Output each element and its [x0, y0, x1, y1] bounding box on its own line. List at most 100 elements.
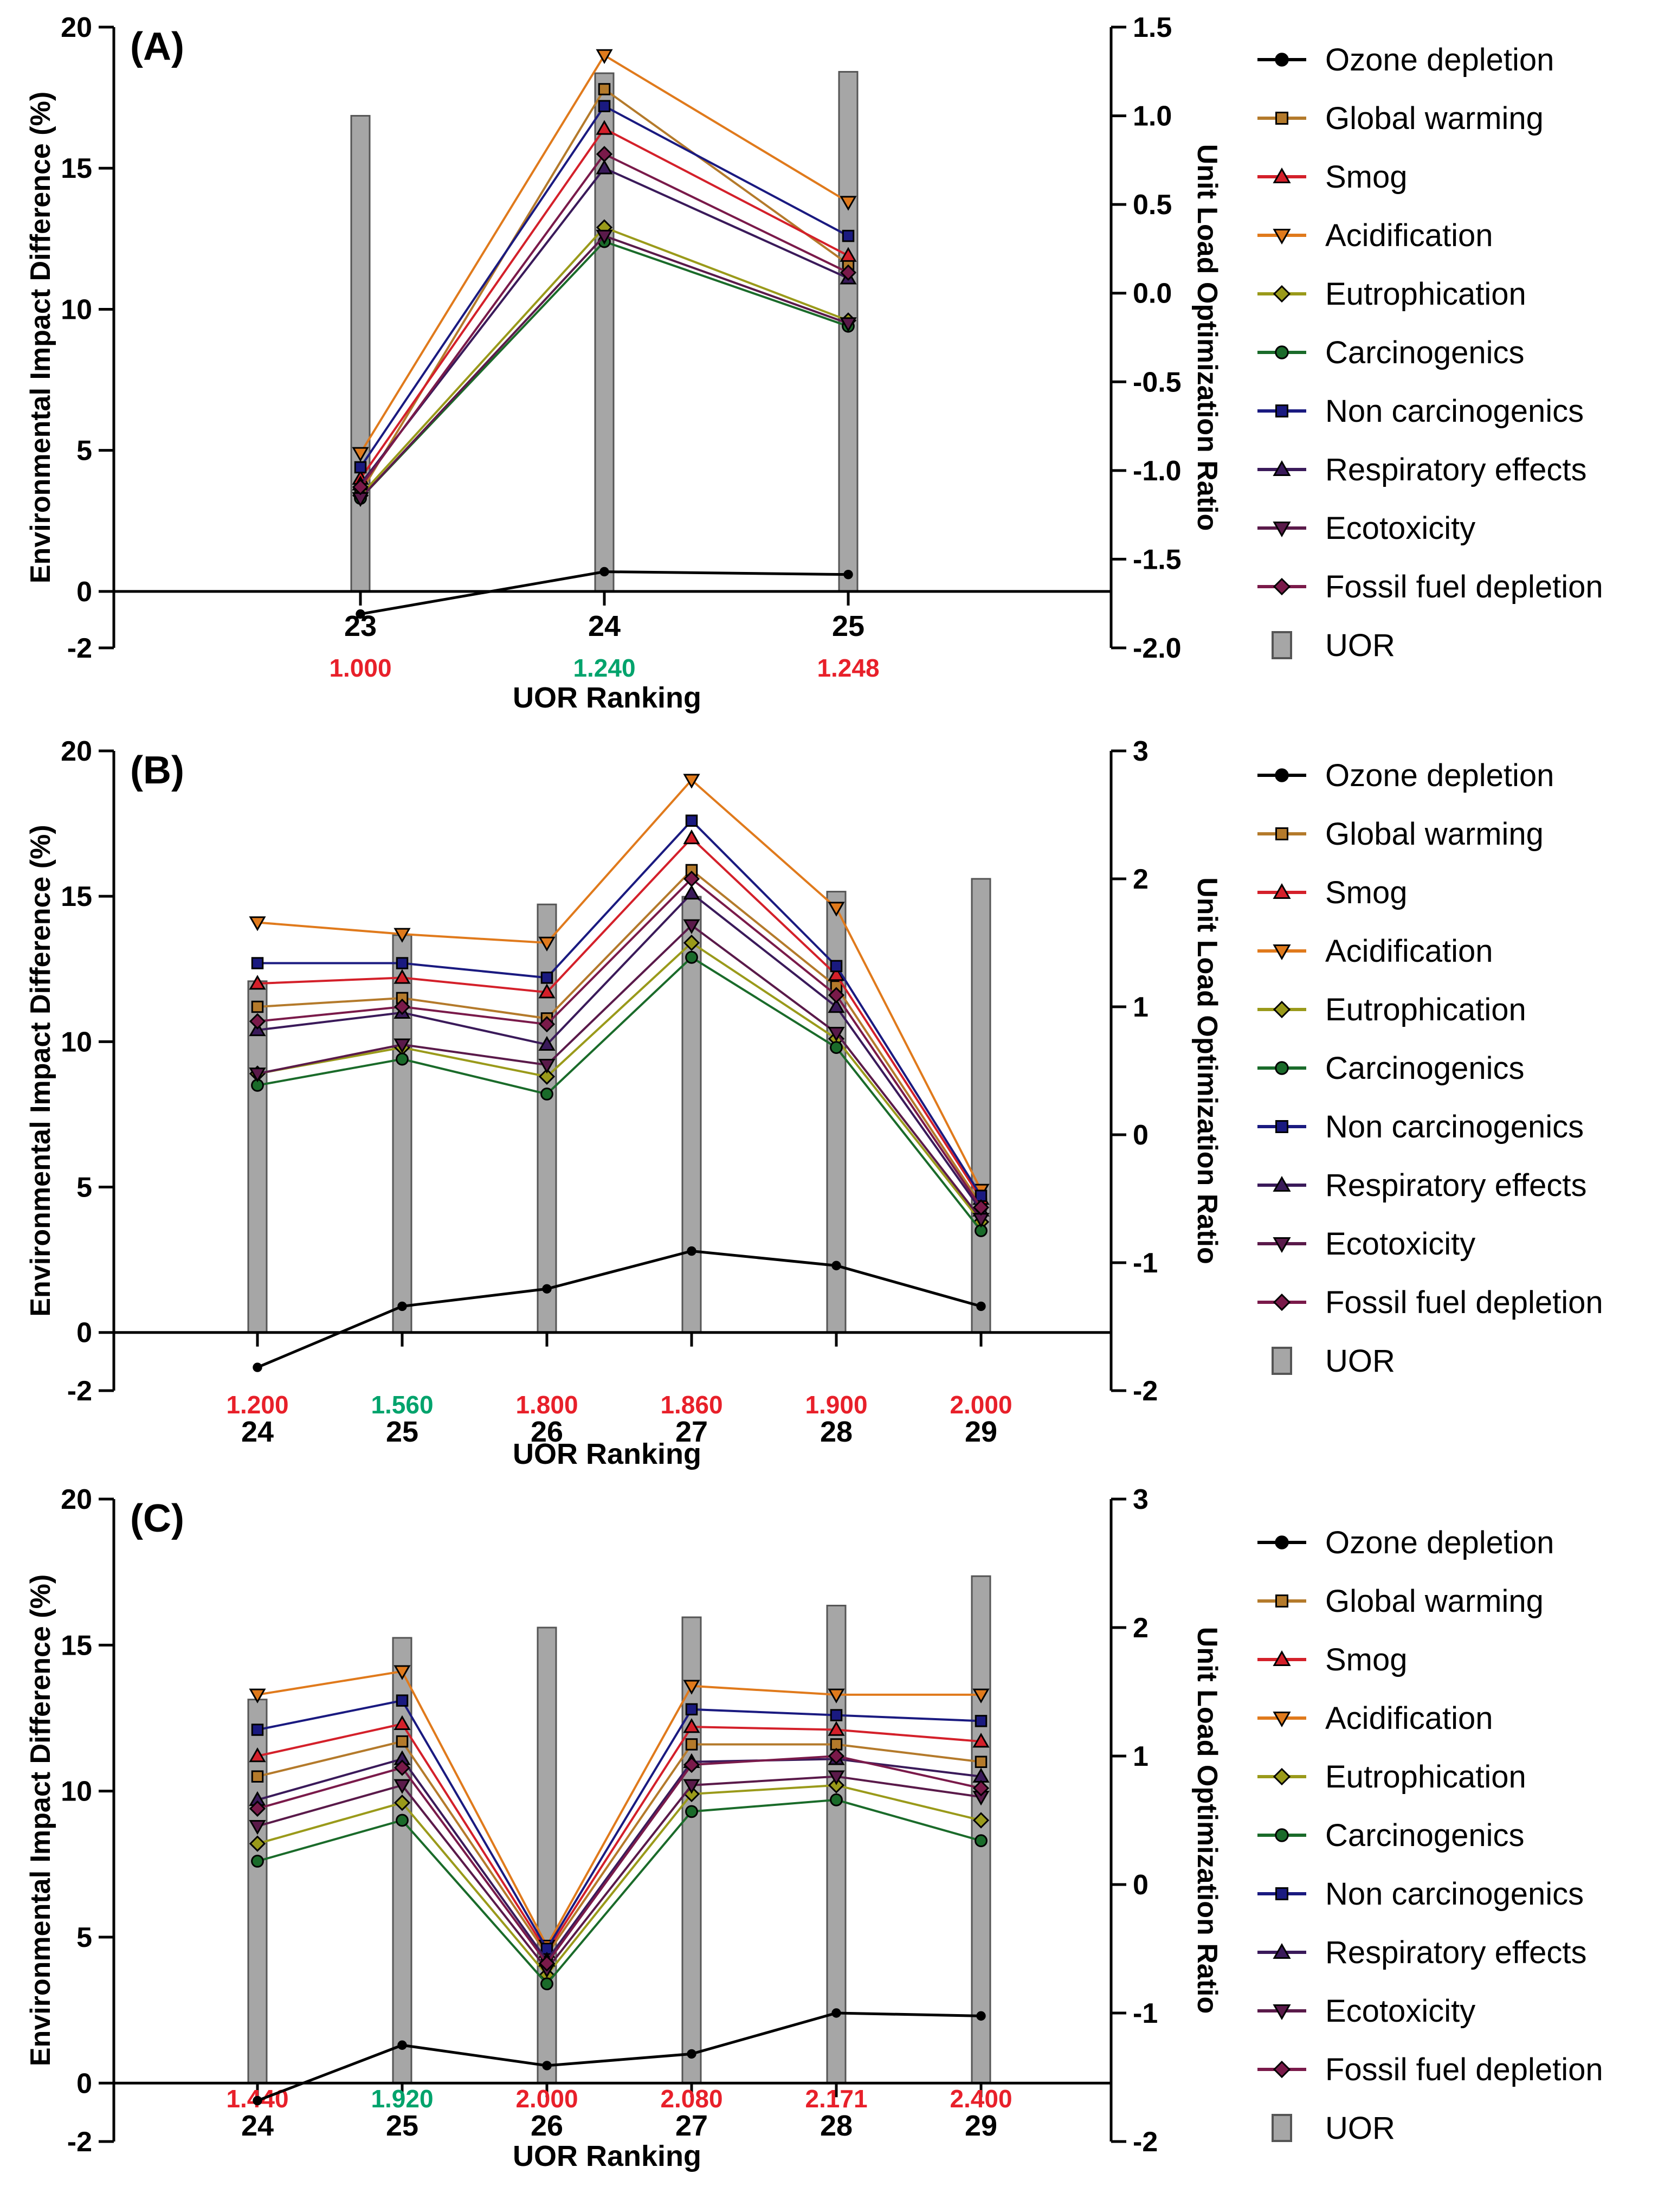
series-point [538, 1068, 556, 1085]
series-point [840, 264, 857, 281]
y2-tick-label: -1 [1133, 1998, 1158, 2029]
legend-label: Eutrophication [1325, 992, 1526, 1027]
x-tick-label: 25 [386, 2110, 418, 2142]
series-point [972, 1812, 990, 1829]
legend-uor-swatch [1272, 631, 1292, 659]
legend-marker [1273, 285, 1291, 303]
y2-tick-label: 1.5 [1133, 12, 1172, 43]
legend-label: Non carcinogenics [1325, 394, 1584, 429]
series-point [683, 774, 700, 789]
series-point [538, 983, 556, 999]
uor-value-label: 2.000 [950, 1391, 1012, 1419]
y-tick-label: 20 [61, 736, 92, 767]
y2-tick-label: 0 [1133, 1869, 1149, 1901]
legend-label: Smog [1325, 875, 1408, 910]
y-tick-label: 15 [61, 1630, 92, 1661]
series-line-fossil-fuel-depletion [257, 1754, 982, 1965]
y2-tick-label: 1.0 [1133, 101, 1172, 132]
uor-value-label: 1.560 [371, 1391, 433, 1419]
series-point [828, 998, 845, 1013]
series-point [396, 957, 409, 969]
y2-tick-label: 0.5 [1133, 189, 1172, 221]
y2-tick-label: -2 [1133, 1375, 1158, 1407]
y-tick-label: 5 [76, 435, 92, 467]
y-tick-label: -2 [67, 1375, 92, 1407]
legend-marker [1273, 167, 1291, 183]
series-point [393, 969, 411, 984]
series-line-respiratory-effects [257, 1758, 982, 1963]
x-axis-title: UOR Ranking [513, 2140, 701, 2172]
series-point [538, 936, 556, 952]
legend-label: Ecotoxicity [1325, 511, 1475, 546]
x-axis-title: UOR Ranking [513, 681, 701, 714]
series-point [249, 1013, 266, 1030]
legend-marker [1275, 1828, 1289, 1842]
series-point [538, 1059, 556, 1074]
x-tick-label: 25 [386, 1416, 418, 1448]
uor-value-label: 2.000 [515, 2085, 578, 2113]
x-axis-title: UOR Ranking [513, 1438, 701, 1470]
legend-marker [1275, 345, 1289, 359]
series-point [249, 1688, 266, 1703]
series-point [831, 2008, 841, 2018]
legend-label: Global warming [1325, 1584, 1544, 1619]
series-point [251, 1724, 264, 1736]
series-point [542, 1284, 552, 1294]
legend-label: Fossil fuel depletion [1325, 569, 1603, 605]
y2-tick-label: -1.0 [1133, 455, 1182, 487]
y-tick-label: 10 [61, 294, 92, 325]
series-point [393, 998, 411, 1015]
series-line-respiratory-effects [257, 892, 982, 1211]
series-point [249, 975, 266, 990]
x-tick-label: 24 [588, 610, 621, 642]
y-tick-label: 0 [76, 1317, 92, 1349]
legend-marker [1273, 2060, 1291, 2079]
x-tick-label: 29 [965, 2110, 997, 2142]
legend-marker [1275, 1594, 1288, 1607]
series-point [249, 1747, 266, 1763]
series-point [976, 2011, 986, 2021]
series-point [251, 957, 264, 969]
series-point [249, 1068, 266, 1083]
uor-value-label: 1.248 [817, 654, 879, 682]
series-point [828, 966, 845, 981]
series-point [683, 884, 700, 900]
y2-tick-label: 0 [1133, 1120, 1149, 1151]
series-point [843, 569, 853, 580]
series-line-eutrophication [257, 1784, 982, 1977]
legend-label: Non carcinogenics [1325, 1876, 1584, 1912]
series-point [249, 1800, 266, 1817]
series-point [685, 950, 698, 964]
series-point [842, 229, 855, 242]
legend-marker [1275, 53, 1289, 67]
legend-label-uor: UOR [1325, 1343, 1395, 1379]
series-point [683, 1779, 700, 1794]
y-tick-label: 10 [61, 1776, 92, 1808]
x-tick-label: 29 [965, 1416, 997, 1448]
series-point [598, 83, 611, 95]
series-point [596, 159, 613, 175]
y-tick-label: 15 [61, 153, 92, 184]
series-point [683, 1757, 700, 1773]
panel-2: -205101520-2-101231.440241.920252.000262… [25, 1484, 1603, 2172]
series-point [538, 1955, 556, 1972]
legend-label: Respiratory effects [1325, 452, 1586, 487]
y-tick-label: -2 [67, 2126, 92, 2158]
uor-value-label: 1.000 [329, 654, 391, 682]
legend-marker [1273, 577, 1291, 596]
y2-tick-label: 1 [1133, 1741, 1149, 1772]
y-tick-label: 15 [61, 881, 92, 912]
series-line-fossil-fuel-depletion [257, 877, 982, 1208]
legend-label: Carcinogenics [1325, 1818, 1525, 1853]
legend-label: Carcinogenics [1325, 335, 1525, 370]
legend-label-uor: UOR [1325, 628, 1395, 663]
legend-marker [1273, 1712, 1291, 1728]
legend-label: Respiratory effects [1325, 1935, 1586, 1970]
legend-marker [1275, 1887, 1288, 1900]
series-point [251, 1855, 264, 1868]
y2-tick-label: -1.5 [1133, 544, 1182, 575]
series-point [596, 229, 613, 245]
series-line-eutrophication [257, 941, 982, 1223]
y-tick-label: 20 [61, 12, 92, 43]
